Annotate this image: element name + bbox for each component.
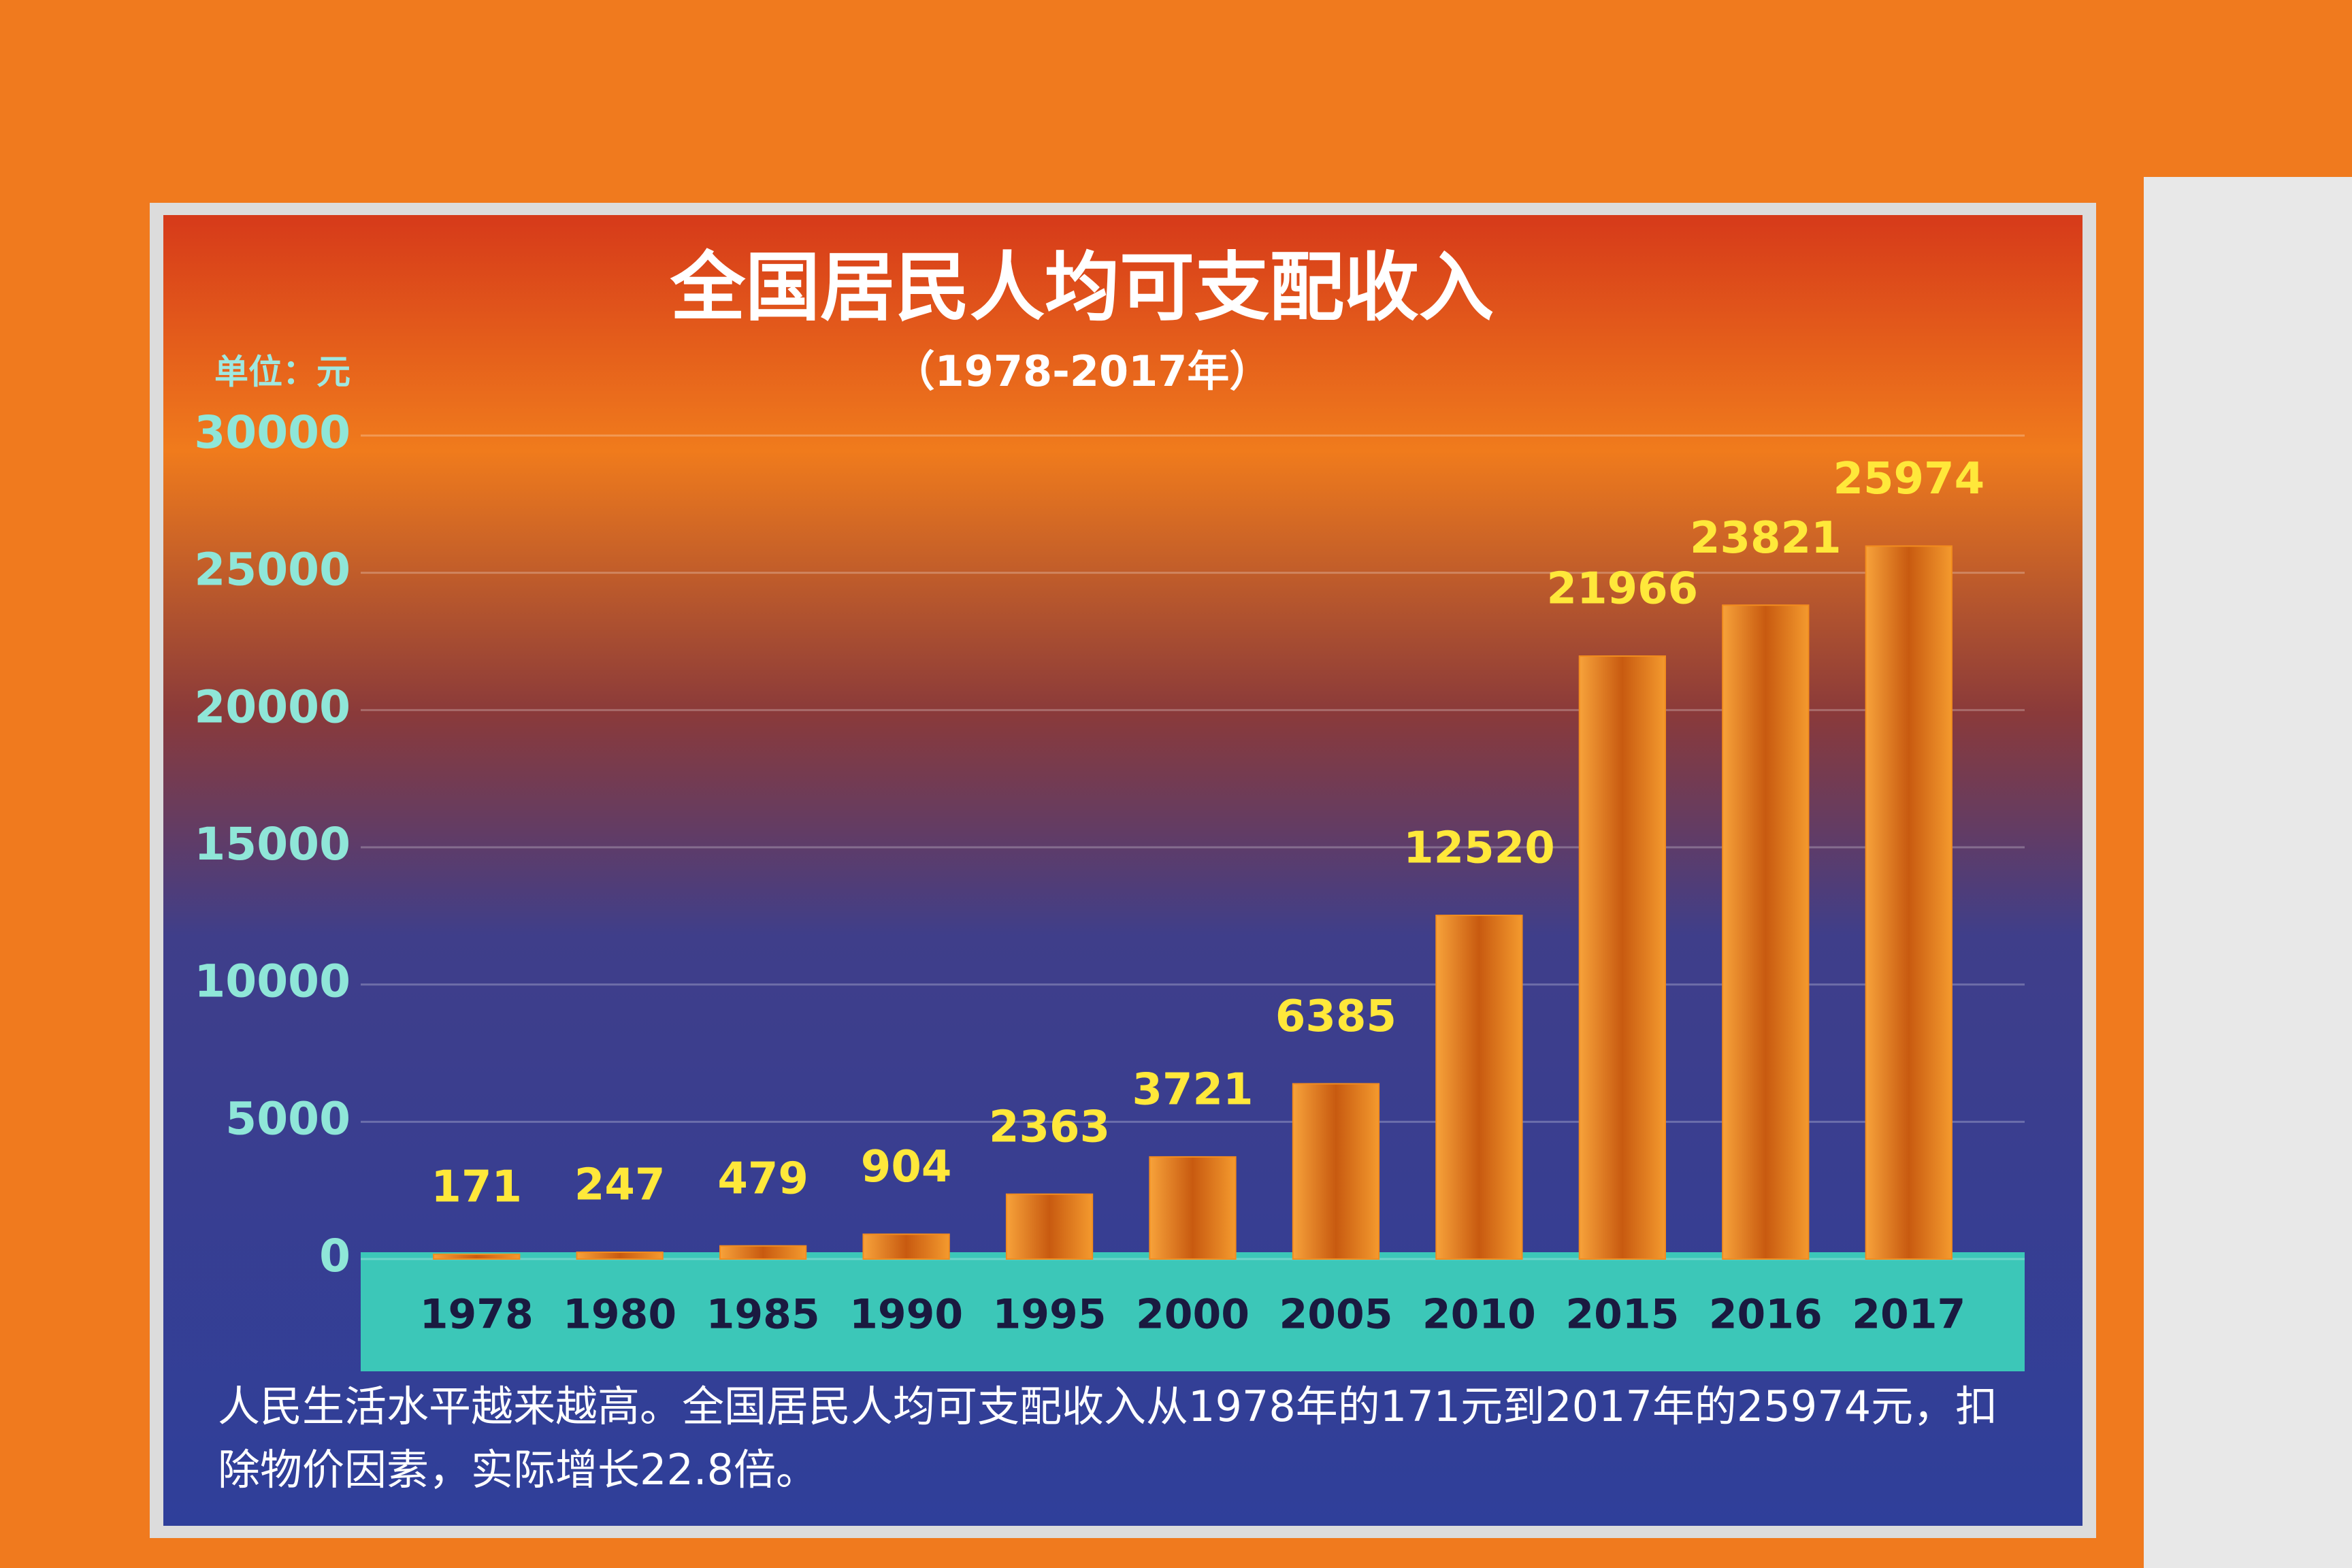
value-label: 23821: [1690, 513, 1842, 564]
value-label: 25974: [1833, 454, 1984, 504]
category-band: [361, 1252, 2025, 1371]
y-tick-label: 0: [319, 1230, 350, 1282]
x-tick-label: 1985: [706, 1291, 820, 1339]
value-label: 12520: [1403, 823, 1555, 874]
y-tick-label: 20000: [194, 681, 350, 733]
value-label: 3721: [1132, 1064, 1253, 1115]
bar: [433, 1254, 521, 1260]
value-label: 904: [861, 1142, 952, 1192]
x-tick-label: 1978: [420, 1291, 534, 1339]
annotation: 人民生活水平越来越高。全国居民人均可支配收入从1978年的171元到2017年的…: [218, 1382, 1998, 1494]
chart-title: 全国居民人均可支配收入: [670, 244, 1494, 331]
unit-label: 单位：元: [214, 353, 350, 392]
x-tick-label: 2016: [1709, 1291, 1823, 1339]
x-tick-label: 1995: [993, 1291, 1107, 1339]
side-panel: [2144, 177, 2352, 1568]
value-label: 247: [574, 1160, 666, 1211]
y-tick-label: 30000: [194, 406, 350, 459]
y-tick-label: 25000: [194, 544, 350, 596]
bar: [862, 1233, 950, 1260]
x-tick-label: 1980: [563, 1291, 676, 1339]
value-label: 2363: [989, 1102, 1110, 1152]
bar: [1578, 655, 1667, 1260]
bar: [1435, 915, 1523, 1260]
bar: [576, 1252, 664, 1260]
bar: [1292, 1083, 1380, 1260]
chart-subtitle: （1978-2017年）: [893, 346, 1272, 396]
x-tick-label: 2010: [1422, 1291, 1536, 1339]
bar: [719, 1245, 807, 1260]
value-label: 6385: [1275, 992, 1396, 1042]
bar: [1005, 1193, 1094, 1260]
x-tick-label: 1990: [849, 1291, 963, 1339]
bar: [1865, 545, 1953, 1260]
x-tick-label: 2015: [1565, 1291, 1679, 1339]
value-label: 21966: [1547, 564, 1699, 615]
bar: [1722, 604, 1810, 1260]
value-label: 171: [431, 1162, 522, 1213]
bar: [1149, 1156, 1237, 1260]
x-tick-label: 2005: [1279, 1291, 1392, 1339]
y-tick-label: 5000: [225, 1092, 350, 1145]
value-label: 479: [717, 1154, 808, 1204]
x-tick-label: 2000: [1136, 1291, 1250, 1339]
x-tick-label: 2017: [1852, 1291, 1965, 1339]
y-tick-label: 15000: [194, 818, 350, 870]
y-tick-label: 10000: [194, 956, 350, 1008]
